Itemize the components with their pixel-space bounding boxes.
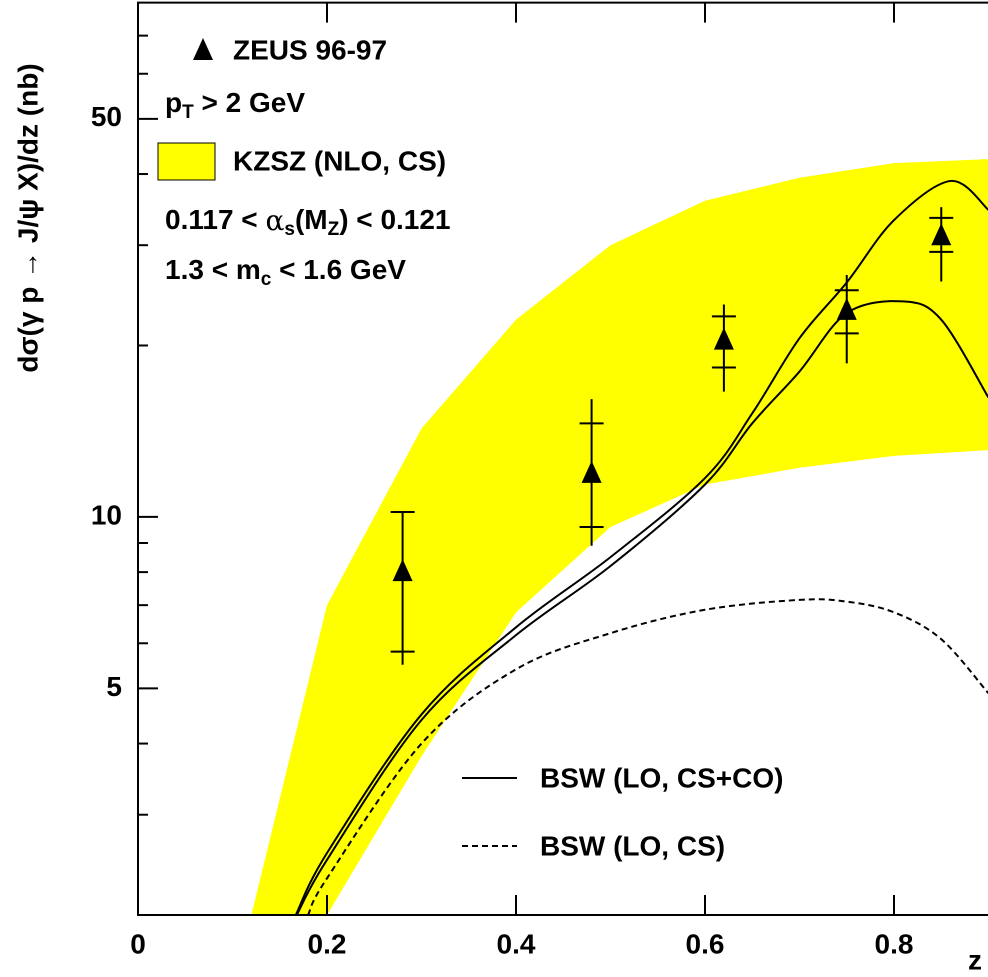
- theory-band: [251, 159, 988, 915]
- data-point: [836, 297, 857, 320]
- data-point: [931, 223, 952, 246]
- x-tick-label: 0: [130, 928, 146, 959]
- alpha-z: Z: [328, 219, 340, 240]
- pt-p: p: [165, 87, 182, 118]
- y-tick-label: 10: [91, 499, 122, 530]
- alpha-m: (M: [295, 204, 328, 235]
- alpha-lo: 0.117 <: [165, 204, 265, 235]
- legend-label: KZSZ (NLO, CS): [233, 145, 446, 176]
- y-tick-label: 5: [106, 671, 122, 702]
- axis-layer: 0 0.2 0.4 0.6 0.8 5 10 50 z dσ(γ p → J/ψ X)/dz (n…: [12, 1, 988, 975]
- data-point: [392, 559, 413, 582]
- pt-cut-text: pT > 2 GeV: [165, 87, 305, 123]
- alpha-sym: α: [265, 204, 284, 237]
- curve: [307, 598, 988, 916]
- alpha-range-text: 0.117 < αs(MZ) < 0.121: [165, 204, 451, 241]
- mc-lo: 1.3 < m: [165, 254, 261, 285]
- x-axis-label: z: [968, 944, 982, 975]
- y-axis-label: dσ(γ p → J/ψ X)/dz (nb): [12, 63, 43, 372]
- axis-frame: [137, 1, 988, 916]
- mc-sub: c: [261, 269, 272, 290]
- x-tick-label: 0.8: [875, 928, 914, 959]
- x-tick-label: 0.4: [497, 928, 536, 959]
- legend-layer: pT > 2 GeV 0.117 < αs(MZ) < 0.121 1.3 < …: [157, 34, 783, 861]
- legend-label: ZEUS 96-97: [233, 34, 387, 65]
- alpha-sub: s: [284, 219, 295, 240]
- pt-rest: > 2 GeV: [194, 87, 306, 118]
- legend-marker: [193, 38, 213, 60]
- y-tick-label: 50: [91, 101, 122, 132]
- curve-layer: [294, 179, 988, 916]
- legend-label: BSW (LO, CS+CO): [540, 762, 783, 793]
- data-point: [713, 327, 734, 350]
- mc-range-text: 1.3 < mc < 1.6 GeV: [165, 254, 406, 290]
- data-point: [581, 460, 602, 483]
- curve: [294, 179, 988, 916]
- legend-label: BSW (LO, CS): [540, 830, 725, 861]
- mc-hi: < 1.6 GeV: [271, 254, 406, 285]
- alpha-hi: ) < 0.121: [339, 204, 450, 235]
- legend-swatch: [157, 142, 216, 181]
- x-tick-label: 0.6: [686, 928, 725, 959]
- pt-sub: T: [182, 102, 194, 123]
- x-tick-label: 0.2: [308, 928, 347, 959]
- band-layer: [251, 159, 988, 915]
- curve: [295, 300, 988, 916]
